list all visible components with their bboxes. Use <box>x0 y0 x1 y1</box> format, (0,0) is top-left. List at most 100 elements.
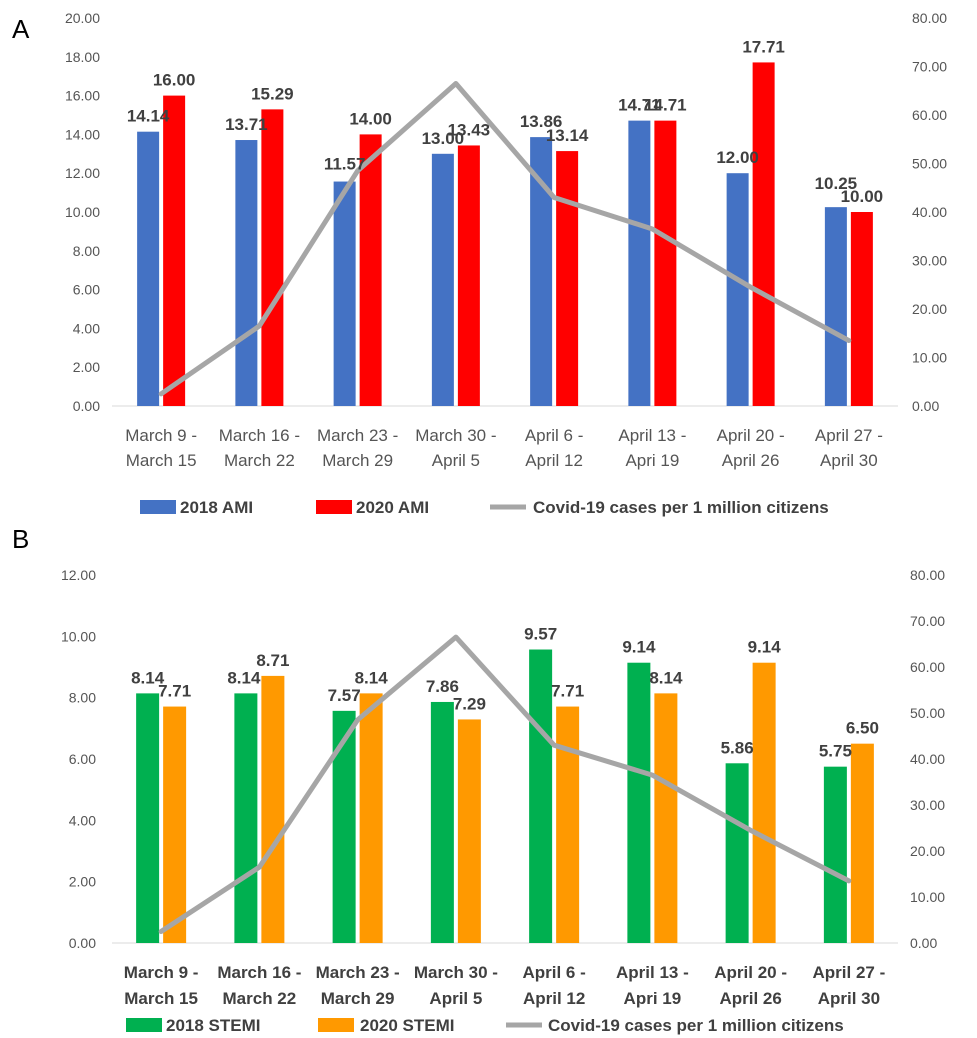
bar-2020-ami <box>850 212 873 406</box>
x-category-label: April 12 <box>525 451 583 470</box>
data-label: 7.29 <box>453 694 486 713</box>
y2-tick-label: 40.00 <box>910 751 945 767</box>
bar-2018-ami <box>431 153 454 406</box>
bar-2020-ami <box>752 62 775 407</box>
y-tick-label: 4.00 <box>69 812 96 828</box>
y-tick-label: 10.00 <box>61 628 96 644</box>
bar-2018-ami <box>726 173 749 406</box>
y-tick-label: 0.00 <box>73 398 100 414</box>
covid-cases-line <box>158 80 852 397</box>
x-category-label: March 16 - <box>219 426 300 445</box>
y-tick-label: 6.00 <box>73 282 100 298</box>
y-tick-label: 0.00 <box>69 935 96 951</box>
y2-tick-label: 20.00 <box>910 843 945 859</box>
data-label: 6.50 <box>846 719 879 738</box>
x-category-label: Apri 19 <box>624 989 682 1008</box>
x-category-label: April 5 <box>429 989 482 1008</box>
x-category-label: April 26 <box>719 989 781 1008</box>
bar-2020-ami <box>261 109 284 407</box>
data-label: 7.71 <box>551 682 584 701</box>
y-tick-label: 4.00 <box>73 320 100 336</box>
y2-tick-label: 10.00 <box>912 350 947 366</box>
panel-letter: B <box>12 524 29 554</box>
data-label: 5.86 <box>721 738 754 757</box>
data-label: 8.14 <box>131 668 165 687</box>
x-category-label: March 22 <box>223 989 297 1008</box>
data-label: 7.57 <box>328 686 361 705</box>
x-category-label: March 15 <box>124 989 198 1008</box>
x-category-label: April 20 - <box>717 426 785 445</box>
x-category-label: April 13 - <box>618 426 686 445</box>
y-tick-label: 8.00 <box>73 243 100 259</box>
data-label: 11.57 <box>324 155 366 174</box>
y2-tick-label: 60.00 <box>912 107 947 123</box>
bar-2018-ami <box>824 207 847 406</box>
legend-label: Covid-19 cases per 1 million citizens <box>533 498 829 517</box>
bar-2020-ami <box>359 134 382 406</box>
bar-2018-stemi <box>332 710 356 943</box>
legend-swatch <box>126 1018 162 1032</box>
bar-2018-ami <box>333 181 356 406</box>
bar-2020-ami <box>654 120 677 406</box>
data-label: 8.14 <box>355 668 389 687</box>
bar-2018-ami <box>137 131 160 406</box>
data-label: 7.86 <box>426 677 459 696</box>
x-category-label: March 30 - <box>414 963 498 982</box>
legend-label: 2020 AMI <box>356 498 429 517</box>
bar-2018-stemi <box>234 693 258 943</box>
legend-label: Covid-19 cases per 1 million citizens <box>548 1016 844 1035</box>
bar-2020-stemi <box>752 662 776 943</box>
legend-label: 2020 STEMI <box>360 1016 455 1035</box>
bar-2020-stemi <box>163 706 187 943</box>
y2-tick-label: 20.00 <box>912 301 947 317</box>
y2-tick-label: 0.00 <box>910 935 937 951</box>
data-label: 5.75 <box>819 742 852 761</box>
y2-tick-label: 80.00 <box>912 10 947 26</box>
x-category-label: April 30 <box>820 451 878 470</box>
bar-2018-stemi <box>430 701 454 943</box>
data-label: 9.14 <box>622 638 656 657</box>
legend-swatch <box>318 1018 354 1032</box>
bar-2018-ami <box>235 140 258 406</box>
x-category-label: March 29 <box>322 451 393 470</box>
data-label: 9.57 <box>524 625 557 644</box>
y-tick-label: 2.00 <box>73 359 100 375</box>
bar-2020-ami <box>457 145 480 406</box>
legend-swatch <box>316 500 352 514</box>
x-category-label: March 30 - <box>415 426 496 445</box>
x-category-label: April 6 - <box>522 963 585 982</box>
data-label: 14.14 <box>127 107 170 126</box>
x-category-label: April 26 <box>722 451 780 470</box>
data-label: 10.25 <box>815 174 858 193</box>
data-label: 13.14 <box>546 126 589 145</box>
bar-2018-ami <box>628 120 651 406</box>
bar-2020-stemi <box>654 693 678 943</box>
data-label: 8.14 <box>227 668 261 687</box>
x-category-label: March 16 - <box>217 963 301 982</box>
bar-2018-stemi <box>136 693 160 943</box>
data-label: 13.71 <box>225 115 268 134</box>
data-label: 14.71 <box>644 96 687 115</box>
x-category-label: March 29 <box>321 989 395 1008</box>
bar-2020-ami <box>163 95 186 406</box>
bar-2020-stemi <box>457 719 481 943</box>
bar-2020-stemi <box>261 675 285 943</box>
data-label: 17.71 <box>742 37 785 56</box>
data-label: 16.00 <box>153 71 196 90</box>
x-category-label: March 23 - <box>317 426 398 445</box>
y2-tick-label: 30.00 <box>912 253 947 269</box>
data-label: 13.43 <box>448 120 491 139</box>
data-label: 13.00 <box>422 129 465 148</box>
y2-tick-label: 50.00 <box>910 705 945 721</box>
y-tick-label: 18.00 <box>65 49 100 65</box>
bar-2018-stemi <box>529 649 553 943</box>
y2-tick-label: 0.00 <box>912 398 939 414</box>
panel-letter: A <box>12 14 30 44</box>
y2-tick-label: 60.00 <box>910 659 945 675</box>
x-category-label: April 27 - <box>813 963 886 982</box>
y-tick-label: 2.00 <box>69 874 96 890</box>
x-category-label: April 6 - <box>525 426 584 445</box>
y-tick-label: 8.00 <box>69 690 96 706</box>
y2-tick-label: 80.00 <box>910 567 945 583</box>
bar-2018-ami <box>530 137 553 406</box>
